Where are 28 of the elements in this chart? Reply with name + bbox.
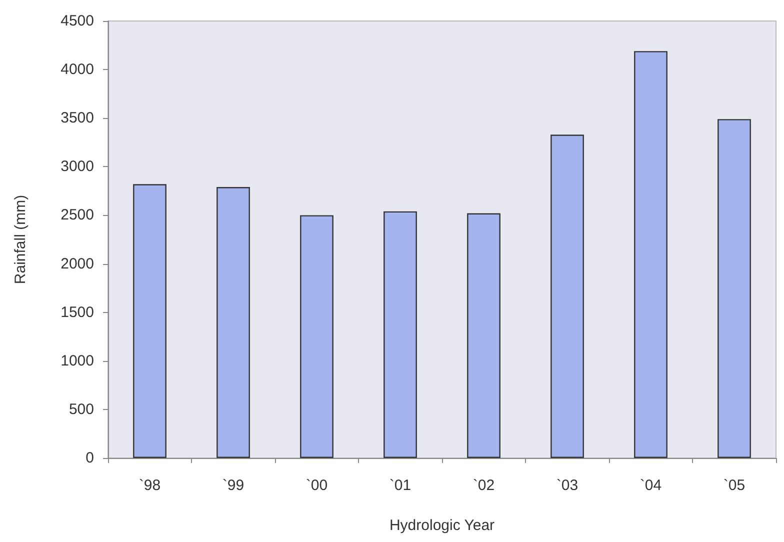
bar: [133, 184, 166, 458]
bar: [300, 215, 334, 458]
bar: [384, 211, 417, 458]
bar: [718, 119, 751, 458]
x-tick-label: `02: [472, 477, 495, 494]
x-tick-label: `98: [138, 477, 161, 494]
y-tick-label: 2000: [60, 255, 94, 272]
x-tick-label: `01: [389, 477, 412, 494]
y-tick-label: 4000: [60, 61, 94, 78]
y-tick-label: 1500: [60, 304, 94, 321]
x-axis-title: Hydrologic Year: [389, 517, 495, 534]
bar: [467, 213, 500, 458]
x-tick-label: `00: [306, 477, 328, 494]
bar: [216, 187, 250, 458]
x-tick-label: `03: [556, 477, 578, 494]
y-tick-label: 4500: [60, 12, 94, 30]
y-tick-label: 500: [68, 400, 94, 418]
x-tick-label: `99: [222, 477, 244, 494]
bar: [550, 134, 584, 458]
y-tick-label: 3500: [60, 110, 94, 127]
x-tick-label: `05: [723, 477, 746, 494]
y-tick-label: 2500: [60, 206, 94, 224]
y-tick-label: 0: [86, 450, 94, 466]
y-tick-label: 3000: [60, 158, 94, 176]
y-axis-title: Rainfall (mm): [12, 194, 29, 284]
y-tick-label: 1000: [60, 352, 94, 370]
x-tick-label: `04: [640, 477, 662, 494]
bar: [634, 51, 668, 458]
